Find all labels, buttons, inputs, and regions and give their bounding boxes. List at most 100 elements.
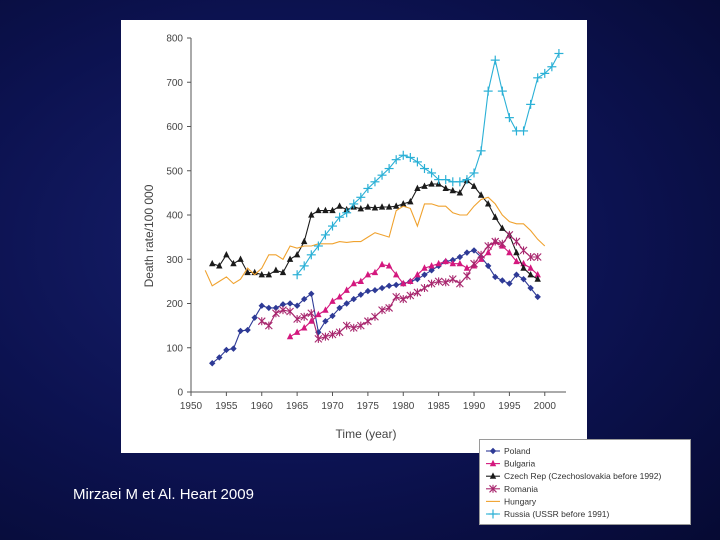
data-point-romania — [455, 279, 464, 288]
data-point-poland — [237, 327, 244, 335]
citation-text: Mirzaei M et Al. Heart 2009 — [73, 486, 254, 503]
x-tick-label: 1995 — [498, 401, 521, 412]
data-point-russia — [391, 155, 401, 165]
data-point-russia — [313, 241, 323, 251]
data-point-bulgaria — [463, 264, 471, 271]
data-point-poland — [286, 300, 294, 307]
series-bulgaria — [286, 237, 541, 340]
x-tick-label: 1950 — [180, 401, 203, 412]
data-point-czech — [470, 182, 478, 189]
data-point-russia — [335, 212, 345, 222]
legend-label: Russia (USSR before 1991) — [504, 509, 610, 519]
legend-entries: Poland Bulgaria Czech Rep (Czechoslovakia … — [486, 446, 662, 519]
data-point-czech — [421, 182, 428, 189]
data-point-poland — [230, 345, 237, 352]
data-point-poland — [350, 295, 357, 303]
data-point-czech — [244, 268, 251, 276]
data-point-romania — [533, 253, 542, 262]
data-point-bulgaria — [421, 264, 428, 271]
data-point-czech — [258, 270, 265, 278]
data-point-poland — [265, 304, 273, 312]
x-tick-label: 1990 — [463, 401, 486, 412]
series-line-romania — [261, 234, 538, 340]
data-point-czech — [315, 206, 322, 214]
data-point-russia — [405, 152, 415, 162]
y-tick-label: 300 — [166, 255, 183, 266]
data-point-romania — [293, 314, 302, 323]
data-point-romania — [427, 279, 436, 288]
data-point-czech — [400, 200, 407, 207]
data-point-russia — [469, 168, 479, 178]
data-point-romania — [356, 321, 365, 330]
x-tick-label: 1955 — [215, 401, 238, 412]
data-point-czech — [322, 206, 329, 214]
data-point-romania — [321, 332, 330, 341]
data-point-russia — [377, 170, 387, 180]
data-point-czech — [308, 211, 315, 218]
data-point-russia — [342, 208, 352, 218]
data-point-romania — [413, 288, 422, 297]
data-point-romania — [505, 230, 514, 239]
data-point-czech — [492, 213, 499, 220]
series-hungary — [204, 196, 546, 287]
data-point-romania — [477, 250, 485, 259]
y-tick-label: 0 — [177, 388, 183, 399]
y-tick-label: 700 — [166, 78, 183, 89]
chart-panel: 0 100 200 300 400 500 600 700 800 1950 1955 1960 196… — [121, 20, 587, 453]
legend-entry-poland: Poland — [486, 446, 531, 456]
data-point-poland — [506, 280, 513, 287]
data-point-bulgaria — [286, 332, 294, 340]
data-point-czech — [286, 255, 294, 262]
series-romania — [257, 230, 542, 343]
data-point-russia — [554, 48, 564, 58]
data-point-czech — [223, 251, 230, 258]
data-point-romania — [463, 272, 471, 281]
data-point-czech — [378, 203, 386, 210]
legend-entry-hungary: Hungary — [486, 496, 537, 506]
data-point-poland — [421, 271, 428, 278]
data-point-poland — [534, 293, 541, 301]
data-point-czech — [385, 203, 393, 210]
data-point-czech — [449, 186, 456, 194]
data-point-poland — [378, 284, 386, 292]
data-point-russia — [299, 261, 309, 271]
data-point-romania — [441, 278, 450, 287]
data-point-russia — [540, 68, 550, 78]
x-tick-label: 1975 — [357, 401, 380, 412]
data-point-czech — [237, 255, 244, 262]
data-point-czech — [364, 203, 372, 210]
data-point-bulgaria — [407, 277, 414, 284]
data-point-romania — [328, 330, 337, 339]
x-tick-label: 1960 — [251, 401, 274, 412]
legend-label: Poland — [504, 446, 531, 456]
data-point-romania — [448, 275, 457, 284]
data-point-poland — [293, 302, 301, 309]
line-chart: 0 100 200 300 400 500 600 700 800 1950 1955 1960 196… — [142, 34, 566, 441]
y-tick-label: 500 — [166, 166, 183, 177]
data-point-bulgaria — [371, 268, 379, 276]
data-point-romania — [392, 292, 401, 301]
data-point-bulgaria — [364, 270, 372, 278]
data-point-bulgaria — [336, 293, 343, 300]
data-point-russia — [504, 113, 514, 123]
data-point-russia — [462, 175, 472, 185]
data-point-poland — [279, 301, 287, 308]
data-point-bulgaria — [308, 317, 315, 324]
data-point-czech — [477, 191, 485, 198]
data-point-russia — [483, 86, 493, 96]
data-point-romania — [434, 277, 443, 286]
data-point-bulgaria — [329, 297, 336, 304]
data-point-romania — [300, 312, 309, 321]
data-point-russia — [356, 192, 366, 202]
legend-label: Hungary — [504, 496, 537, 506]
data-point-czech — [293, 251, 301, 258]
data-point-romania — [279, 306, 287, 315]
data-point-czech — [414, 184, 421, 192]
data-point-romania — [257, 317, 266, 326]
data-point-bulgaria — [350, 279, 357, 287]
data-point-russia — [526, 99, 536, 109]
data-point-romania — [519, 246, 528, 255]
data-point-romania — [349, 323, 358, 332]
data-point-bulgaria — [456, 259, 464, 267]
y-tick-label: 100 — [166, 343, 183, 354]
